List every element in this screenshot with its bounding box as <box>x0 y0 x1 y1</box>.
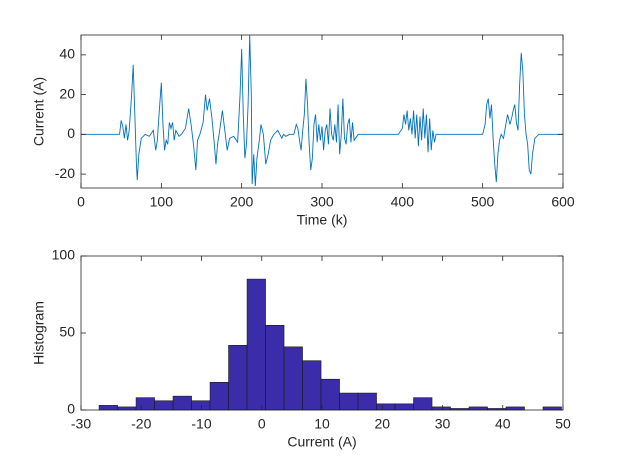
histogram-bar <box>265 324 285 411</box>
x-tick-label: -30 <box>71 416 91 432</box>
y-tick-label: 40 <box>59 46 75 62</box>
y-tick-label: 50 <box>59 324 75 340</box>
y-tick-label: 0 <box>67 401 75 417</box>
y-axis-label: Current (A) <box>31 77 47 146</box>
histogram-bar <box>172 395 192 411</box>
histogram-bar <box>98 405 118 411</box>
data-line <box>81 35 563 187</box>
y-tick-label: 100 <box>52 247 76 263</box>
histogram-bar <box>376 403 396 411</box>
x-tick-label: 0 <box>258 416 266 432</box>
histogram-bar <box>468 406 488 411</box>
x-tick-label: 0 <box>77 194 85 210</box>
histogram-bar <box>228 345 248 411</box>
x-axis-label: Time (k) <box>297 212 348 228</box>
x-tick-label: 600 <box>551 194 575 210</box>
x-tick-label: 40 <box>495 416 511 432</box>
histogram-bar <box>505 406 525 411</box>
y-axis-label: Histogram <box>31 301 47 365</box>
x-tick-label: -10 <box>191 416 211 432</box>
x-tick-label: -20 <box>131 416 151 432</box>
histogram-bar <box>191 400 211 411</box>
histogram-bar <box>357 392 377 411</box>
histogram-bar <box>209 381 229 411</box>
x-tick-label: 30 <box>435 416 451 432</box>
histogram-bar <box>246 278 266 411</box>
histogram-bar <box>431 406 451 411</box>
histogram-bar <box>283 346 303 411</box>
x-tick-label: 400 <box>391 194 415 210</box>
x-tick-label: 50 <box>555 416 571 432</box>
x-tick-label: 10 <box>314 416 330 432</box>
x-tick-label: 500 <box>471 194 495 210</box>
histogram-bar <box>117 406 137 411</box>
histogram-bar <box>302 360 322 411</box>
x-axis-label: Current (A) <box>287 434 356 450</box>
x-tick-label: 200 <box>230 194 254 210</box>
x-tick-label: 20 <box>374 416 390 432</box>
histogram-bar <box>394 403 414 411</box>
histogram-bar <box>413 397 433 411</box>
y-tick-label: 0 <box>67 125 75 141</box>
y-tick-label: 20 <box>59 85 75 101</box>
histogram-bar <box>339 392 359 411</box>
histogram-bar <box>154 400 174 411</box>
histogram-bar <box>542 406 562 411</box>
x-tick-label: 100 <box>150 194 174 210</box>
histogram-bar <box>320 378 340 411</box>
x-tick-label: 300 <box>310 194 334 210</box>
y-tick-label: -20 <box>55 165 75 181</box>
histogram-bar <box>135 397 155 411</box>
axes: -30 -20 -10 0 10 20 30 40 50 0 50 100 Current (A) His… <box>31 247 571 450</box>
